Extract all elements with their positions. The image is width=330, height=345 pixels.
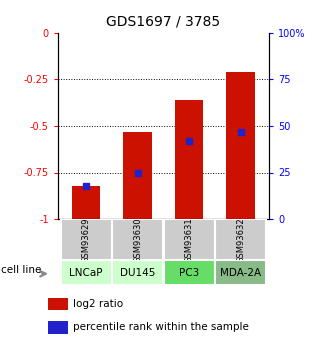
Bar <box>164 260 214 285</box>
Bar <box>226 72 255 219</box>
Bar <box>72 186 100 219</box>
Bar <box>175 100 203 219</box>
Text: log2 ratio: log2 ratio <box>73 299 123 309</box>
Text: GSM93632: GSM93632 <box>236 217 245 263</box>
Text: PC3: PC3 <box>179 268 199 277</box>
Bar <box>61 260 112 285</box>
Bar <box>215 219 266 260</box>
Text: percentile rank within the sample: percentile rank within the sample <box>73 322 249 332</box>
Bar <box>215 260 266 285</box>
Text: GSM93631: GSM93631 <box>184 217 194 263</box>
Title: GDS1697 / 3785: GDS1697 / 3785 <box>106 15 220 29</box>
Bar <box>112 219 163 260</box>
Bar <box>48 298 68 310</box>
Bar <box>123 131 152 219</box>
Bar <box>61 219 112 260</box>
Bar <box>112 260 163 285</box>
Text: DU145: DU145 <box>120 268 155 277</box>
Text: LNCaP: LNCaP <box>69 268 103 277</box>
Bar <box>48 321 68 334</box>
Text: GSM93629: GSM93629 <box>82 217 90 263</box>
Text: cell line: cell line <box>1 265 42 275</box>
Bar <box>164 219 214 260</box>
Text: MDA-2A: MDA-2A <box>220 268 261 277</box>
Text: GSM93630: GSM93630 <box>133 217 142 263</box>
